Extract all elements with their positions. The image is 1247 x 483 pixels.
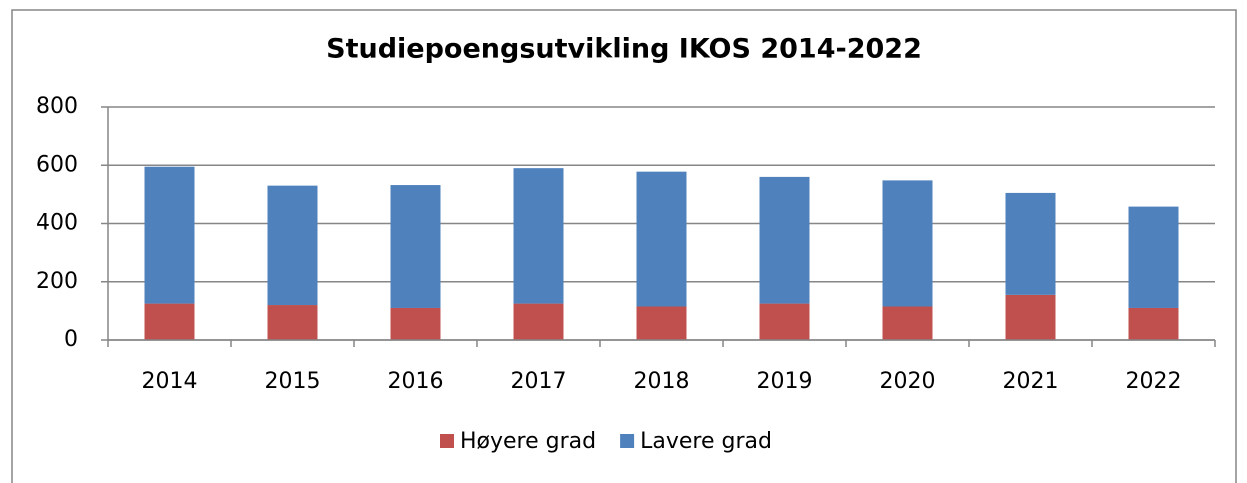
- bar-segment: [1128, 206, 1179, 308]
- bar-segment: [267, 185, 318, 306]
- y-tick-label: 200: [36, 269, 78, 294]
- y-tick-label: 400: [36, 211, 78, 236]
- bar-segment: [144, 166, 195, 304]
- bar-segment: [636, 171, 687, 307]
- bar-segment: [144, 303, 195, 340]
- y-tick-label: 0: [64, 327, 78, 352]
- legend-label: Høyere grad: [460, 429, 596, 454]
- bar-segment: [636, 306, 687, 340]
- bar-segment: [1005, 294, 1056, 340]
- x-tick-label: 2015: [265, 369, 321, 394]
- x-tick-label: 2021: [1003, 369, 1059, 394]
- bar-segment: [759, 176, 810, 304]
- bar-segment: [1128, 307, 1179, 340]
- x-tick-label: 2020: [880, 369, 936, 394]
- bar-segment: [882, 306, 933, 340]
- legend-swatch: [620, 434, 635, 448]
- chart-title: Studiepoengsutvikling IKOS 2014-2022: [326, 34, 922, 65]
- bar-segment: [759, 303, 810, 340]
- y-tick-label: 800: [36, 94, 78, 119]
- x-tick-label: 2017: [511, 369, 567, 394]
- bar-segment: [882, 180, 933, 307]
- bar-segment: [513, 168, 564, 304]
- bar-segment: [267, 305, 318, 340]
- bar-segment: [1005, 192, 1056, 295]
- x-tick-label: 2018: [634, 369, 690, 394]
- x-tick-label: 2022: [1126, 369, 1182, 394]
- legend-swatch: [440, 434, 454, 448]
- legend-label: Lavere grad: [640, 429, 772, 454]
- x-tick-label: 2016: [388, 369, 444, 394]
- x-tick-label: 2019: [757, 369, 813, 394]
- x-tick-label: 2014: [142, 369, 198, 394]
- bar-segment: [390, 307, 441, 340]
- bar-segment: [390, 185, 441, 308]
- y-tick-label: 600: [36, 152, 78, 177]
- bar-segment: [513, 303, 564, 340]
